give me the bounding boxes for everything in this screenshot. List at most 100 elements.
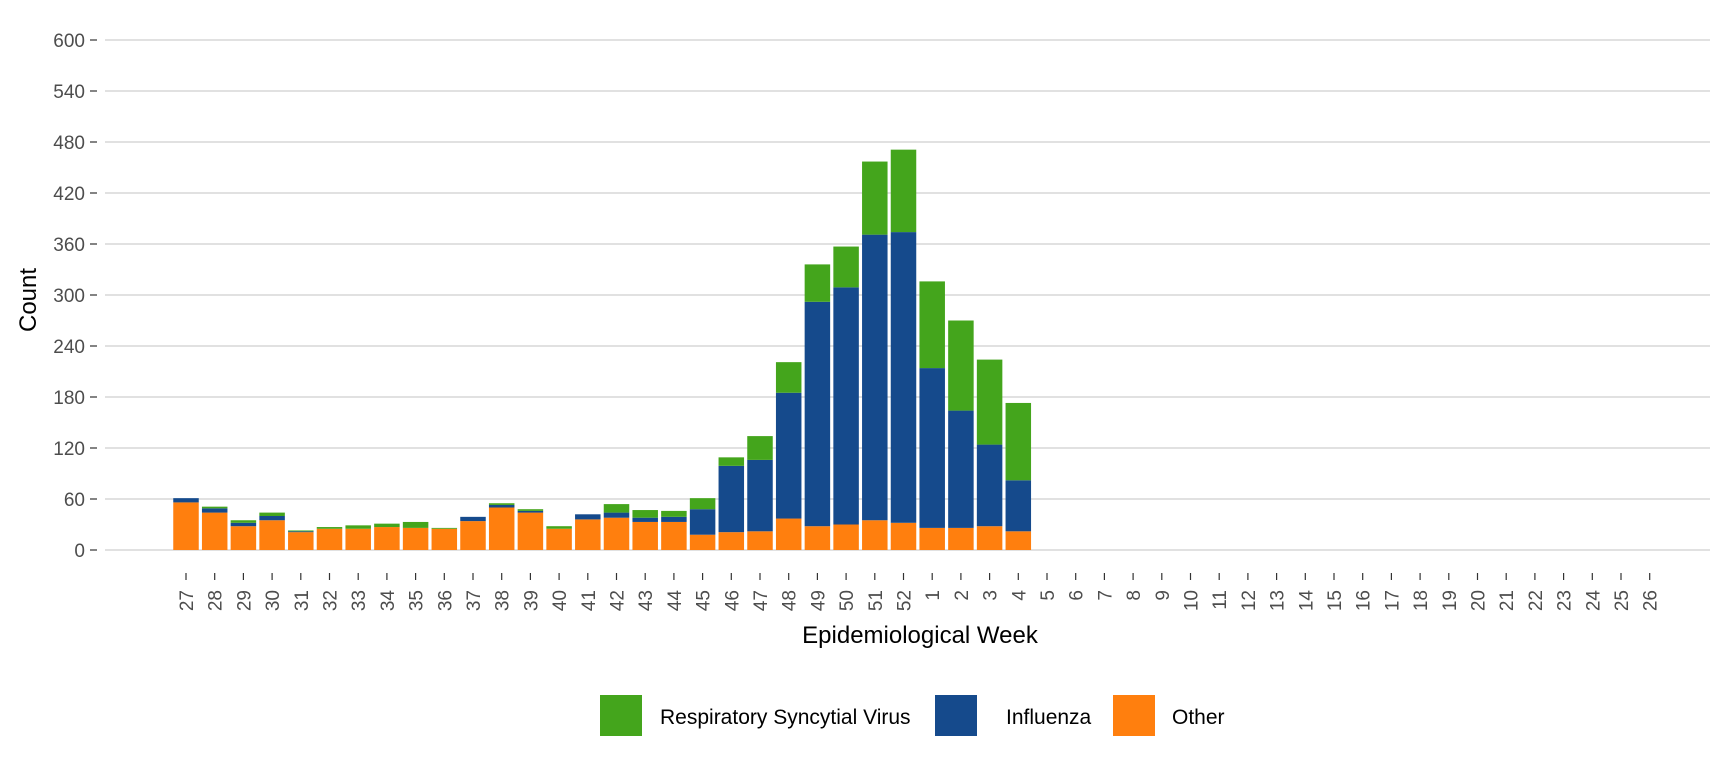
x-tick-label: 29: [234, 590, 255, 611]
y-tick-label: 540: [53, 82, 85, 103]
x-axis: 27 28 29 30 31 32 33 34 35 36 37 38 39 40 41 42 43 44 45 46…: [177, 573, 1662, 611]
bar-other-week-33: [345, 528, 371, 550]
bar-respiratory-syncytial-virus-week-1: [919, 281, 945, 369]
x-tick-label: 44: [665, 590, 686, 612]
bar-respiratory-syncytial-virus-week-51: [862, 161, 888, 235]
bar-respiratory-syncytial-virus-week-4: [1005, 402, 1032, 481]
bar-other-week-32: [316, 528, 343, 550]
bar-respiratory-syncytial-virus-week-36: [431, 527, 458, 529]
x-tick-label: 49: [808, 590, 829, 611]
x-axis-title: Epidemiological Week: [802, 622, 1039, 649]
x-tick-label: 22: [1526, 590, 1547, 611]
bar-respiratory-syncytial-virus-week-30: [259, 512, 285, 516]
y-tick-label: 600: [53, 31, 85, 52]
bar-influenza-week-47: [747, 459, 773, 532]
x-tick-label: 6: [1067, 590, 1088, 601]
bar-influenza-week-27: [173, 498, 199, 503]
bar-influenza-week-52: [890, 232, 917, 523]
x-tick-label: 24: [1583, 590, 1604, 612]
x-tick-label: 18: [1411, 590, 1432, 611]
bar-other-week-51: [862, 520, 888, 550]
x-tick-label: 37: [464, 590, 485, 611]
y-tick-label: 120: [53, 439, 85, 460]
y-axis: 0 60 120 180 240 300 360 420 480 540 600: [53, 31, 97, 562]
x-tick-label: 11: [1210, 590, 1231, 610]
x-tick-label: 40: [550, 590, 571, 611]
x-tick-label: 5: [1038, 590, 1059, 601]
bar-other-week-4: [1005, 531, 1032, 550]
x-tick-label: 38: [493, 590, 514, 611]
bar-other-week-31: [288, 532, 314, 550]
bar-influenza-week-38: [488, 504, 515, 508]
bar-respiratory-syncytial-virus-week-46: [718, 457, 745, 466]
bar-influenza-week-39: [517, 510, 544, 513]
bar-other-week-35: [402, 527, 429, 550]
bar-respiratory-syncytial-virus-week-28: [201, 506, 228, 509]
x-tick-label: 34: [378, 590, 399, 612]
bar-influenza-week-46: [718, 465, 745, 533]
bar-influenza-week-50: [833, 287, 859, 525]
bar-respiratory-syncytial-virus-week-29: [230, 520, 257, 523]
bar-other-week-28: [201, 512, 228, 550]
x-tick-label: 51: [866, 590, 887, 611]
x-tick-label: 20: [1469, 590, 1490, 611]
x-tick-label: 1: [923, 590, 944, 601]
bar-other-week-49: [804, 526, 831, 550]
x-tick-label: 33: [349, 590, 370, 611]
x-tick-label: 14: [1296, 590, 1317, 612]
legend-swatch: [935, 695, 977, 736]
bar-other-week-40: [546, 528, 572, 550]
bar-other-week-1: [919, 527, 945, 550]
bar-respiratory-syncytial-virus-week-32: [316, 527, 343, 529]
x-tick-label: 45: [694, 590, 715, 611]
bar-influenza-week-29: [230, 522, 257, 527]
x-tick-label: 35: [407, 590, 428, 611]
bar-other-week-39: [517, 512, 544, 550]
y-tick-label: 60: [64, 490, 85, 511]
y-tick-label: 300: [53, 286, 85, 307]
bar-respiratory-syncytial-virus-week-48: [775, 362, 802, 393]
legend-swatch: [600, 695, 642, 736]
x-tick-label: 10: [1182, 590, 1203, 611]
x-tick-label: 48: [780, 590, 801, 611]
x-tick-label: 17: [1382, 590, 1403, 611]
bar-influenza-week-30: [259, 516, 285, 521]
bar-influenza-week-51: [862, 234, 888, 521]
x-tick-label: 27: [177, 590, 198, 611]
x-tick-label: 50: [837, 590, 858, 611]
bar-other-week-30: [259, 520, 285, 550]
bar-influenza-week-49: [804, 301, 831, 527]
x-tick-label: 19: [1440, 590, 1461, 611]
bar-respiratory-syncytial-virus-week-2: [948, 320, 974, 411]
x-tick-label: 25: [1612, 590, 1633, 611]
y-tick-label: 0: [74, 541, 85, 562]
bar-other-week-38: [488, 507, 515, 550]
bar-respiratory-syncytial-virus-week-50: [833, 246, 859, 288]
bar-other-week-36: [431, 528, 458, 550]
y-axis-title: Count: [15, 268, 42, 332]
x-tick-label: 21: [1497, 590, 1518, 611]
bar-other-week-45: [689, 534, 716, 550]
x-tick-label: 15: [1325, 590, 1346, 611]
x-tick-label: 41: [579, 590, 600, 611]
bar-influenza-week-3: [976, 444, 1003, 527]
bar-influenza-week-28: [201, 508, 228, 513]
x-tick-label: 39: [521, 590, 542, 611]
x-tick-label: 28: [206, 590, 227, 611]
x-tick-label: 47: [751, 590, 772, 611]
bar-other-week-44: [661, 521, 687, 550]
x-tick-label: 23: [1555, 590, 1576, 611]
bar-other-week-46: [718, 532, 745, 550]
x-tick-label: 8: [1124, 590, 1145, 601]
x-tick-label: 12: [1239, 590, 1260, 611]
bar-influenza-week-45: [689, 509, 716, 535]
bar-influenza-week-41: [575, 514, 601, 520]
bar-influenza-week-31: [288, 531, 314, 533]
y-tick-label: 420: [53, 184, 85, 205]
x-tick-label: 13: [1268, 590, 1289, 611]
x-tick-label: 31: [292, 590, 313, 611]
bar-respiratory-syncytial-virus-week-3: [976, 359, 1003, 445]
y-tick-label: 360: [53, 235, 85, 256]
bar-other-week-34: [374, 527, 400, 550]
